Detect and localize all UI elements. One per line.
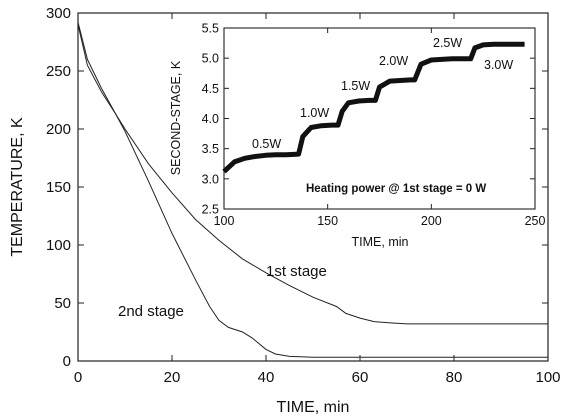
- main-series-lines: [77, 22, 548, 358]
- inset-x-tick-label: 150: [317, 214, 338, 228]
- main-y-tick-label: 50: [54, 295, 71, 312]
- series-line-2nd-stage: [77, 24, 548, 358]
- inset-label-3.0W: 3.0W: [484, 58, 513, 72]
- inset-y-tick-label: 4.5: [202, 82, 219, 96]
- inset-y-tick-label: 2.5: [202, 203, 219, 217]
- main-x-tick-label: 0: [74, 369, 82, 386]
- main-x-axis-label: TIME, min: [277, 399, 350, 416]
- main-y-axis-label: TEMPERATURE, K: [9, 117, 26, 257]
- inset-ticks: 100 150 200 250 2.5 3.0 3.5 4.0 4.5 5.0 5.5: [202, 22, 546, 229]
- inset-label-1.0W: 1.0W: [300, 106, 329, 120]
- inset-series-line: [222, 41, 525, 174]
- main-x-tick-label: 20: [164, 369, 181, 386]
- main-x-tick-label: 60: [352, 369, 369, 386]
- inset-y-tick-label: 4.0: [202, 112, 219, 126]
- main-x-tick-label: 40: [258, 369, 275, 386]
- inset-label-2.0W: 2.0W: [379, 54, 408, 68]
- inset-x-tick-label: 250: [525, 214, 546, 228]
- annotation-2nd-stage: 2nd stage: [118, 303, 184, 320]
- main-x-tick-label: 80: [446, 369, 463, 386]
- inset-y-tick-label: 5.0: [202, 52, 219, 66]
- inset-y-tick-label: 5.5: [202, 22, 219, 36]
- main-y-tick-label: 0: [63, 353, 71, 370]
- inset-x-axis-label: TIME, min: [352, 235, 409, 249]
- main-y-tick-label: 300: [46, 5, 71, 22]
- main-y-tick-label: 100: [46, 237, 71, 254]
- inset-label-0.5W: 0.5W: [252, 137, 281, 151]
- inset-label-2.5W: 2.5W: [433, 36, 462, 50]
- inset-x-tick-label: 200: [421, 214, 442, 228]
- main-y-tick-label: 200: [46, 121, 71, 138]
- main-y-tick-label: 250: [46, 63, 71, 80]
- inset-y-tick-label: 3.5: [202, 142, 219, 156]
- inset-heating-note: Heating power @ 1st stage = 0 W: [306, 183, 486, 195]
- inset-series-trace: [222, 41, 525, 174]
- inset-y-tick-label: 3.0: [202, 172, 219, 186]
- main-y-tick-label: 150: [46, 179, 71, 196]
- inset-label-1.5W: 1.5W: [341, 79, 370, 93]
- annotation-1st-stage: 1st stage: [266, 263, 327, 280]
- inset-y-axis-label: SECOND-STAGE, K: [169, 60, 183, 175]
- main-x-tick-label: 100: [535, 369, 560, 386]
- main-ticks: 0 20 40 60 80 100 0 50 100 150 200 250 300: [46, 5, 561, 386]
- inset-x-tick-label: 100: [214, 214, 235, 228]
- inset-plot-background: [224, 28, 535, 209]
- series-line-1st-stage: [77, 22, 548, 325]
